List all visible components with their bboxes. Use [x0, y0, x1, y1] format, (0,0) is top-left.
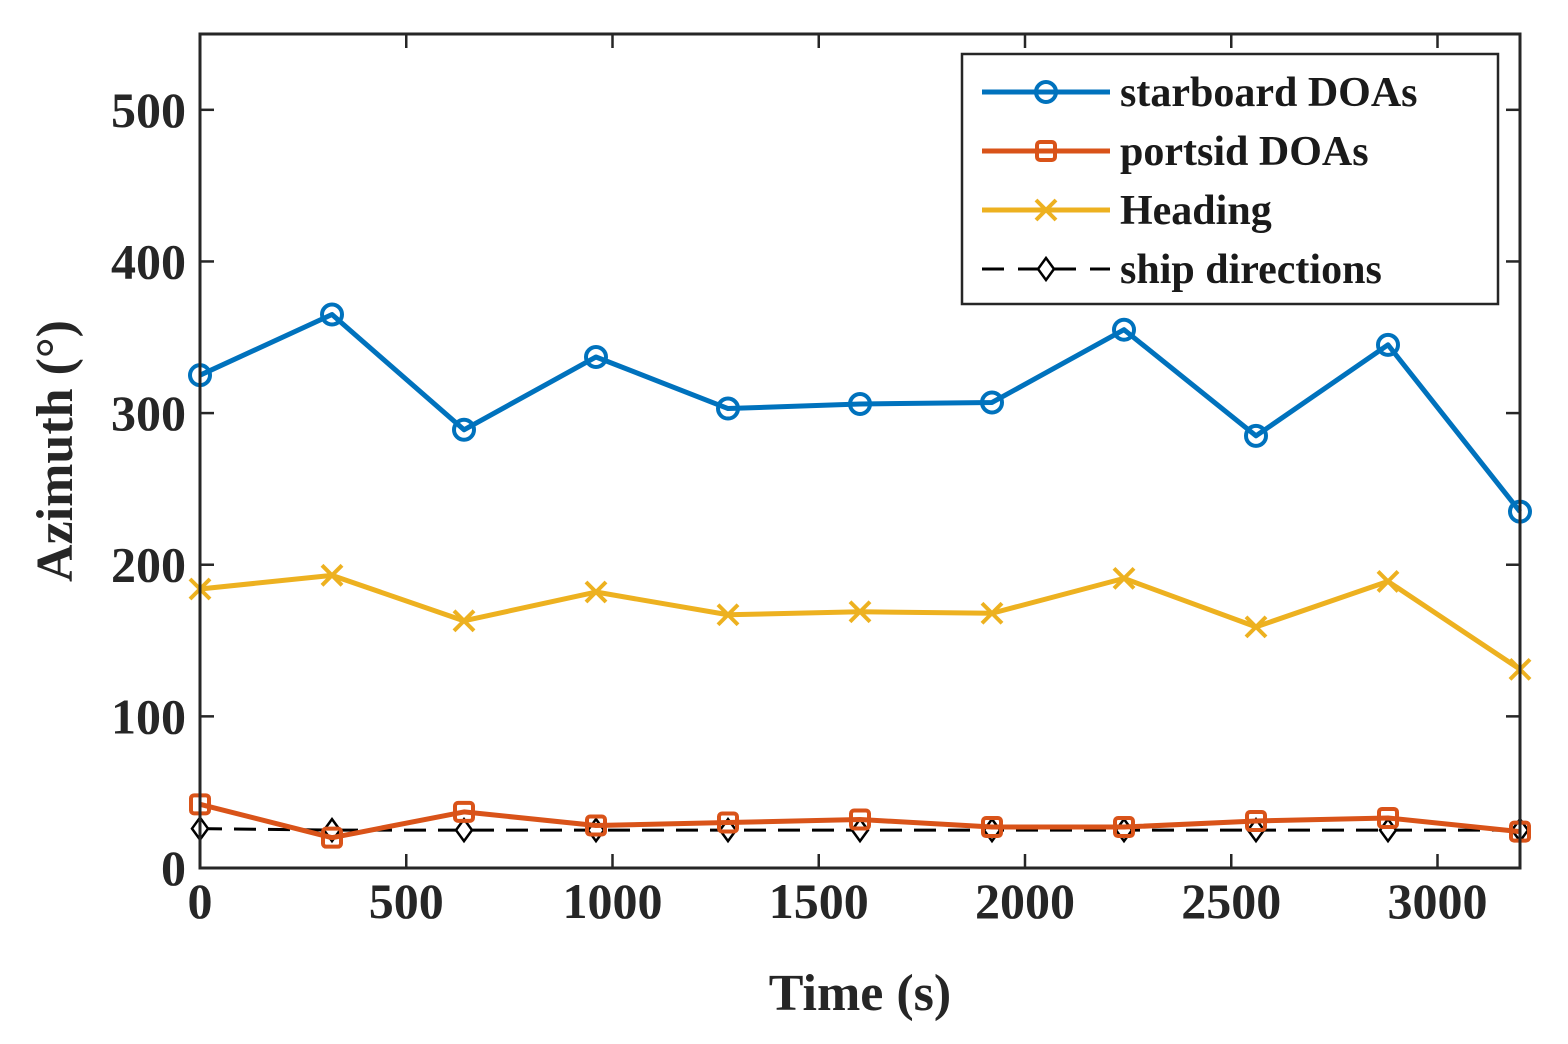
tick-labels: 0 500 1000 1500 2000 2500 3000 0 100 200 300 400 500	[111, 82, 1488, 929]
data-point-heading-stroke-b	[716, 603, 740, 627]
data-point-portsid-doas	[717, 811, 739, 834]
data-point-heading-stroke-b	[1244, 615, 1268, 639]
series-line-starboard-doas	[198, 312, 1522, 514]
legend-entry-heading: Heading	[982, 188, 1272, 234]
data-point-starboard-doas	[1376, 332, 1400, 357]
legend-entry-portsid-doas: portsid DOAs	[982, 129, 1369, 175]
y-tick-label: 500	[111, 82, 186, 138]
data-point-portsid-doas	[1377, 806, 1399, 829]
series-starboard-doas	[188, 302, 1532, 524]
y-tick-label: 200	[111, 537, 186, 593]
legend-box	[960, 52, 1500, 306]
x-tick-label: 3000	[1388, 873, 1488, 929]
data-point-heading	[1112, 566, 1136, 590]
data-point-starboard-doas	[1112, 317, 1136, 342]
y-tick-label: 0	[161, 840, 186, 896]
y-tick-label: 100	[111, 688, 186, 744]
legend-marker-ship-directions	[1036, 255, 1056, 283]
data-point-ship-directions	[1378, 816, 1398, 844]
legend-marker-portsid-doas	[1035, 140, 1057, 162]
legend-marker-heading	[1034, 198, 1058, 222]
data-point-starboard-doas	[584, 344, 608, 369]
data-point-heading	[584, 580, 608, 604]
data-point-portsid-doas	[585, 814, 607, 837]
data-point-portsid-doas	[321, 826, 343, 849]
data-point-heading-stroke-b	[452, 609, 476, 633]
data-point-heading-stroke-b	[320, 563, 344, 587]
legend-label-heading: Heading	[1120, 188, 1272, 234]
legend-marker-starboard-doas	[1034, 80, 1058, 104]
data-point-portsid-doas	[981, 816, 1003, 839]
data-point-ship-directions	[586, 816, 606, 844]
data-point-heading-stroke-b	[980, 601, 1004, 625]
y-tick-label: 300	[111, 385, 186, 441]
data-point-heading-stroke-b	[584, 580, 608, 604]
legend-entry-starboard-doas: starboard DOAs	[982, 70, 1418, 116]
x-tick-label: 1500	[769, 873, 869, 929]
data-point-heading	[980, 601, 1004, 625]
legend-label-ship-directions: ship directions	[1120, 247, 1382, 293]
data-point-starboard-doas	[320, 302, 344, 327]
data-point-ship-directions	[454, 816, 474, 844]
series-layer	[188, 302, 1532, 849]
plot-frame	[198, 32, 1522, 870]
data-point-portsid-doas	[1113, 816, 1135, 839]
y-tick-label: 400	[111, 233, 186, 289]
data-point-starboard-doas	[1244, 423, 1268, 448]
data-point-portsid-doas	[1245, 809, 1267, 832]
data-point-heading	[1244, 615, 1268, 639]
series-heading	[188, 563, 1532, 681]
x-axis-label: Time (s)	[769, 965, 951, 1022]
data-point-heading	[1376, 569, 1400, 593]
legend-entry-ship-directions: ship directions	[982, 247, 1382, 293]
data-point-starboard-doas	[848, 391, 872, 416]
data-point-heading	[848, 600, 872, 624]
data-point-heading-stroke-b	[848, 600, 872, 624]
data-point-starboard-doas	[452, 417, 476, 442]
series-line-heading	[199, 572, 1522, 672]
data-point-heading-stroke-b	[1112, 566, 1136, 590]
series-line-portsid-doas	[199, 801, 1521, 841]
legend-marker-heading-stroke-b	[1034, 198, 1058, 222]
data-point-portsid-doas	[453, 800, 475, 823]
data-point-heading-stroke-b	[1376, 569, 1400, 593]
data-point-heading	[452, 609, 476, 633]
legend: starboard DOAs portsid DOAs Heading ship di…	[960, 52, 1500, 306]
x-tick-label: 500	[369, 873, 444, 929]
data-point-portsid-doas	[849, 808, 871, 831]
data-point-starboard-doas	[980, 390, 1004, 415]
data-point-heading	[716, 603, 740, 627]
data-point-starboard-doas	[716, 396, 740, 421]
x-tick-label: 0	[188, 873, 213, 929]
legend-label-portsid-doas: portsid DOAs	[1120, 129, 1369, 175]
legend-label-starboard-doas: starboard DOAs	[1120, 70, 1418, 116]
data-point-heading	[320, 563, 344, 587]
x-tick-label: 1000	[563, 873, 663, 929]
y-axis-label: Azimuth (°)	[27, 320, 84, 582]
x-tick-label: 2000	[975, 873, 1075, 929]
axis-ticks	[198, 34, 1520, 870]
x-tick-label: 2500	[1181, 873, 1281, 929]
